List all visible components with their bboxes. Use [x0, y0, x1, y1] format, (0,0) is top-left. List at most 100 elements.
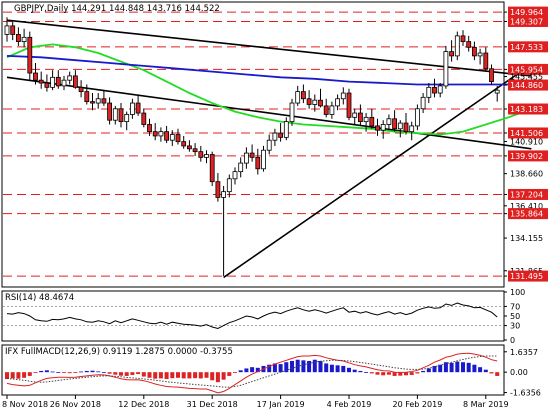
macd-bar	[5, 372, 9, 380]
candle-body	[426, 86, 432, 98]
macd-bar	[164, 372, 169, 380]
candle	[318, 88, 323, 108]
price-level-badge	[508, 270, 548, 282]
price-tick-label: 143.183	[510, 105, 543, 114]
macd-bar	[27, 372, 32, 376]
price-level-badge	[508, 79, 548, 91]
macd-bar	[392, 372, 397, 376]
candle-body	[392, 118, 398, 130]
macd-bar	[181, 372, 186, 379]
macd-bar	[16, 372, 21, 379]
macd-bar	[375, 372, 380, 375]
macd-bar	[284, 362, 289, 373]
candle-body	[449, 51, 455, 57]
macd-bar	[472, 364, 477, 373]
candle-body	[403, 122, 409, 133]
price-tick-label: 140.910	[510, 137, 543, 146]
candle	[33, 63, 38, 85]
candle	[90, 93, 95, 111]
candle	[494, 85, 500, 102]
candle	[278, 123, 284, 142]
time-tick-label: 8 Mar 2019	[463, 400, 509, 409]
macd-bar	[443, 362, 448, 373]
candle-body	[300, 91, 306, 100]
price-tick-label: 144.860	[510, 81, 543, 90]
candle-body	[95, 98, 101, 104]
macd-bar	[250, 367, 255, 373]
price-level-badge	[508, 188, 548, 200]
candle	[460, 30, 466, 46]
price-tick-label: 135.864	[510, 210, 543, 219]
candle	[15, 27, 21, 46]
candle-body	[346, 92, 352, 118]
candle-body	[141, 112, 147, 125]
candles	[4, 17, 500, 276]
candle-body	[186, 145, 192, 150]
candle	[483, 47, 489, 72]
candle-body	[147, 124, 152, 133]
price-level-badge	[508, 6, 548, 18]
candle	[449, 40, 455, 62]
moving-average-green	[6, 43, 521, 136]
macd-tick-label: -1.6356	[510, 389, 541, 398]
time-axis: 8 Nov 2018 26 Nov 2018 12 Dec 2018 31 Dec 2…	[2, 395, 509, 409]
candle	[84, 84, 90, 105]
macd-bar	[124, 372, 129, 376]
macd-bar	[386, 372, 391, 375]
rsi-tick-label: 30	[510, 322, 520, 331]
candle-body	[169, 134, 175, 141]
macd-bar	[147, 372, 152, 378]
candle	[340, 87, 346, 105]
candle-body	[295, 91, 301, 104]
candle-body	[272, 132, 278, 141]
price-tick-label: 136.410	[510, 202, 543, 211]
candle-body	[261, 149, 266, 170]
candle	[397, 120, 403, 138]
time-tick-label: 26 Nov 2018	[50, 400, 101, 409]
price-tick-label: 131.495	[510, 272, 543, 281]
candle-body	[283, 121, 289, 138]
candle-body	[112, 108, 118, 121]
macd-bar	[215, 372, 220, 383]
candle-body	[4, 25, 10, 35]
macd-bar	[96, 371, 101, 373]
candle	[266, 134, 272, 155]
candle	[158, 127, 164, 142]
macd-bar	[483, 369, 488, 373]
macd-bar	[238, 370, 243, 373]
candle	[375, 118, 380, 136]
candle-body	[306, 98, 312, 105]
macd-bar	[193, 372, 198, 379]
candle-body	[318, 99, 323, 107]
candle-body	[73, 75, 78, 88]
candle-body	[44, 82, 50, 88]
candle	[152, 123, 158, 141]
price-tick-label: 145.455	[510, 73, 543, 82]
macd-bar	[409, 372, 414, 375]
price-tick-label: 134.155	[510, 234, 543, 243]
time-tick-label: 20 Feb 2019	[393, 400, 443, 409]
macd-line	[6, 352, 498, 394]
candle	[300, 84, 306, 104]
time-tick-label: 12 Dec 2018	[118, 400, 169, 409]
candle	[392, 110, 398, 132]
candle	[204, 150, 209, 164]
candle-body	[129, 102, 135, 115]
macd-bar	[33, 372, 38, 373]
macd-axis: 1.6357 0.00 -1.6356	[504, 348, 541, 398]
macd-bar	[341, 365, 346, 373]
candle	[369, 108, 375, 129]
candle-body	[152, 131, 158, 137]
candle-body	[437, 85, 443, 94]
candle	[221, 185, 227, 276]
candle	[466, 35, 472, 52]
macd-bar	[187, 372, 192, 379]
macd-bar	[56, 372, 61, 373]
candle	[169, 130, 175, 146]
candle-body	[21, 36, 27, 42]
price-level-badge	[508, 15, 548, 27]
macd-bar	[10, 372, 15, 379]
